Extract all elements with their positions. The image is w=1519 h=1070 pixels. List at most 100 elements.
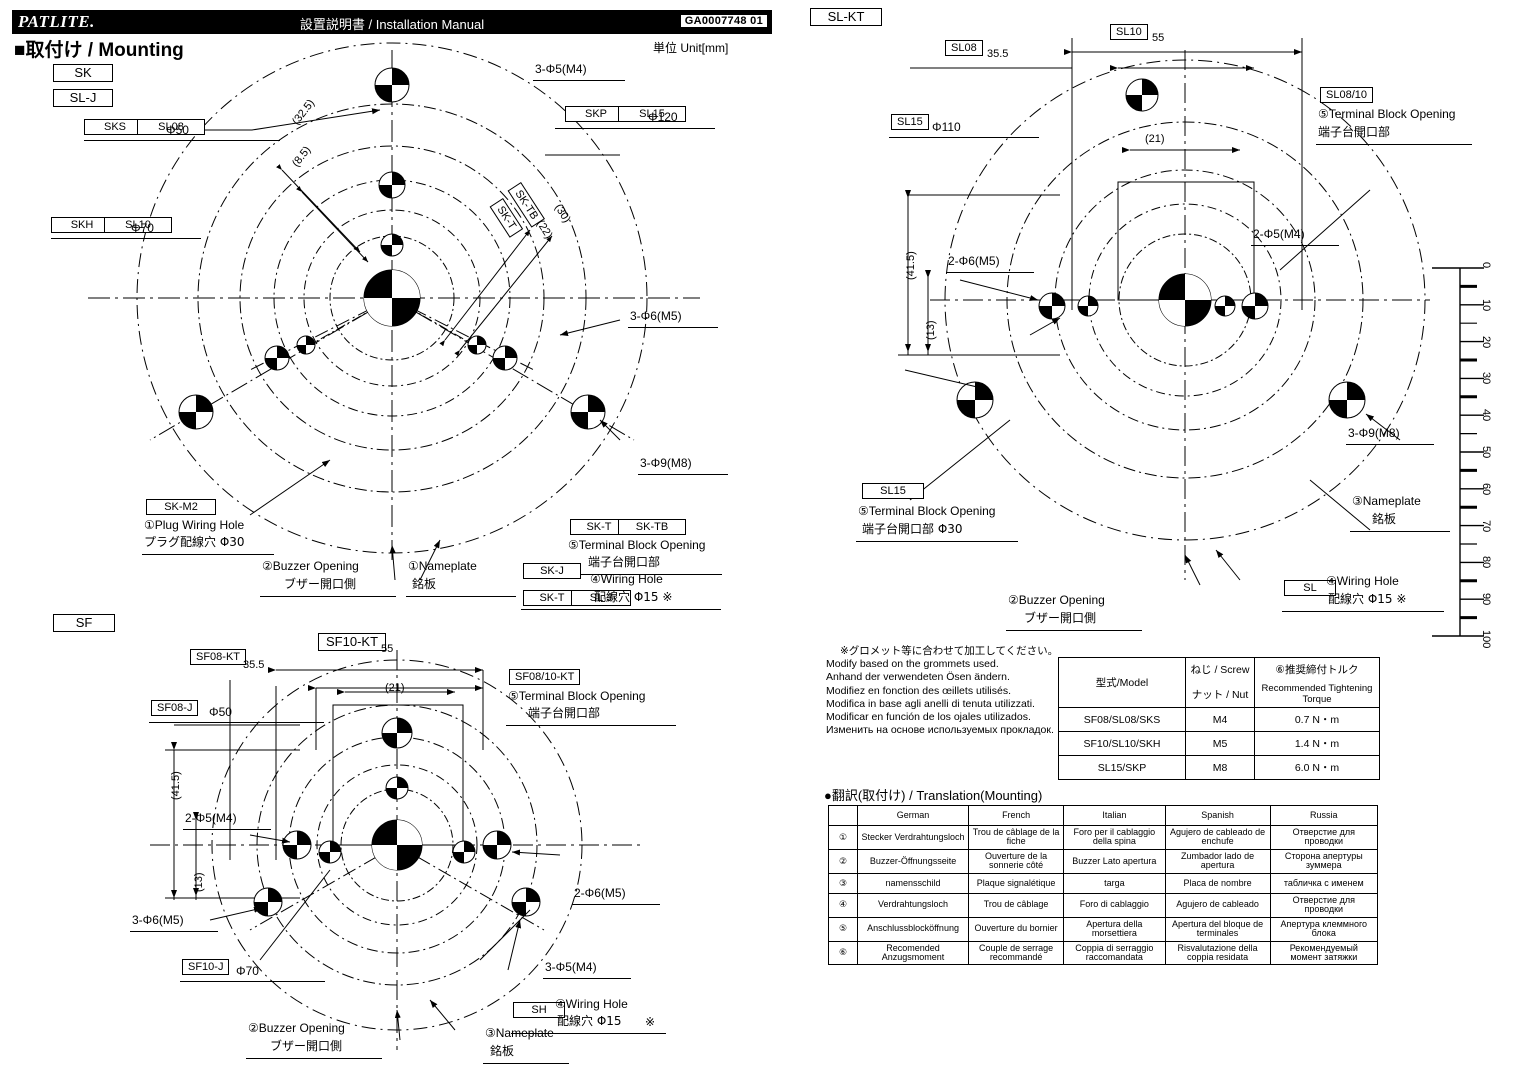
torque-cell-value: 1.4 N・m [1254, 731, 1380, 756]
grommet-note-line: Modificar en función de los ojales utili… [826, 711, 1031, 724]
tag-sk-t-3: SK-T [523, 590, 581, 607]
translation-table: German French Italian Spanish Russia ① Stecke… [828, 805, 1379, 966]
tag-sl08-klt: SL08 [945, 40, 983, 57]
tag-skp: SKP [565, 106, 627, 123]
translation-cell-index: ⑤ [828, 916, 858, 942]
callout-slkt-nameplate-jp: 銘板 [1372, 512, 1397, 526]
callout-terminal-block-jp: 端子台開口部 [588, 555, 661, 569]
translation-index-header [828, 805, 858, 826]
tag-sf08-j: SF08-J [151, 700, 199, 717]
ruler-label: 90 [1480, 593, 1492, 606]
callout-buzzer-opening-jp: ブザー開口側 [284, 577, 357, 591]
callout-plug-wiring-hole-en: ①Plug Wiring Hole [144, 518, 245, 532]
dim-slkt-21: (21) [1145, 133, 1165, 145]
callout-wiring-hole-jp: 配線穴 Φ15 ※ [594, 590, 673, 604]
translation-cell-index: ① [828, 825, 858, 850]
tag-sf10-j: SF10-J [182, 959, 230, 976]
translation-header-italian: Italian [1063, 805, 1166, 826]
callout-plug-wiring-hole-jp: プラグ配線穴 Φ30 [144, 535, 245, 549]
tag-sk-t-2: SK-T [570, 519, 628, 536]
tag-sl15-b: SL15 [862, 483, 924, 500]
dim-slkt-13: (13) [925, 320, 937, 340]
dim-sf-13: (13) [193, 872, 205, 892]
translation-title: ●翻訳(取付け) / Translation(Mounting) [824, 788, 1043, 803]
tag-sf10-kt: SF10-KT [318, 633, 387, 652]
torque-header-screw-2: ナット / Nut [1185, 681, 1255, 708]
callout-slkt-terminal-jp: 端子台開口部 [1318, 125, 1391, 139]
tag-sl15: SL15 [618, 106, 686, 123]
callout-slkt-buzzer-jp: ブザー開口側 [1024, 611, 1097, 625]
ruler-label: 100 [1480, 630, 1492, 649]
translation-cell-german: Anschlussblocköffnung [856, 916, 970, 942]
callout-slkt-terminal-en: ⑤Terminal Block Opening [1318, 107, 1456, 121]
dim-sf08-j-diameter: Φ50 [209, 705, 232, 719]
translation-cell-russian: Рекомендуемый момент затяжки [1269, 940, 1379, 966]
callout-sf-buzzer-en: ②Buzzer Opening [248, 1021, 345, 1035]
leader-underline-skp [555, 128, 715, 129]
torque-cell-model: SL15/SKP [1058, 755, 1186, 780]
tag-sl15-klt: SL15 [891, 114, 929, 131]
sf-center-symbol [371, 819, 423, 871]
grommet-note-jp: ※グロメット等に合わせて加工してください。 [840, 645, 1059, 657]
translation-cell-german: Buzzer-Öffnungsseite [856, 848, 970, 874]
torque-cell-model: SF10/SL10/SKH [1058, 731, 1186, 756]
header-bar: PATLITE. 設置説明書 / Installation Manual GA0… [12, 10, 772, 34]
tag-sf: SF [53, 614, 115, 633]
translation-cell-italian: Foro per il cablaggio della spina [1063, 825, 1166, 850]
tag-sl-j-2: SL-J [571, 590, 631, 607]
tag-sk-tb-2: SK-TB [618, 519, 686, 536]
unit-note: 単位 Unit[mm] [653, 41, 729, 55]
grommet-note-lines: Modify based on the grommets used. Anhand… [826, 658, 1061, 737]
callout-sf-nameplate-en: ③Nameplate [485, 1026, 554, 1040]
leader-underline-slkt-wiring [1282, 611, 1444, 612]
translation-cell-russian: Отверстие для проводки [1269, 892, 1379, 918]
leader-underline-sf-nameplate [483, 1063, 569, 1064]
center-quadrant-symbol [363, 269, 421, 327]
dim-sl15-diameter: Φ120 [648, 110, 678, 124]
translation-cell-french: Plaque signalétique [968, 872, 1065, 894]
translation-cell-russian: Отверстие для проводки [1269, 825, 1379, 850]
callout-sf-wiring-mark: ※ [645, 1015, 656, 1029]
translation-header-french: French [968, 805, 1065, 826]
ruler-label: 80 [1480, 556, 1492, 569]
hole-2-phi6-m5-slkt: 2-Φ6(M5) [948, 254, 1000, 268]
translation-cell-russian: Сторона апертуры зуммера [1269, 848, 1379, 874]
callout-slkt-nameplate-en: ③Nameplate [1352, 494, 1421, 508]
callout-wiring-hole-en: ④Wiring Hole [590, 572, 663, 586]
translation-cell-italian: Apertura della morsettiera [1063, 916, 1166, 942]
translation-cell-spanish: Risvalutazione della coppia residata [1164, 940, 1271, 966]
hole-3-phi6-m5-sf: 3-Φ6(M5) [132, 913, 184, 927]
dim-sf-41-5: (41.5) [170, 771, 182, 800]
grommet-note-line: Modify based on the grommets used. [826, 658, 999, 671]
leader-underline-m5 [628, 327, 718, 328]
ruler-label: 60 [1480, 482, 1492, 496]
callout-sf-wiring-jp: 配線穴 Φ15 [557, 1014, 622, 1028]
grommet-note-line: Изменить на основе используемых прокладо… [826, 724, 1054, 737]
translation-cell-italian: targa [1063, 872, 1166, 894]
translation-header-german: German [856, 805, 970, 826]
translation-header-spanish: Spanish [1164, 805, 1271, 826]
tag-sl08: SL08 [137, 119, 205, 136]
dim-slkt-41-5: (41.5) [905, 251, 917, 280]
leader-underline-buzzer [260, 596, 396, 597]
translation-cell-index: ④ [828, 892, 858, 918]
hole-3-phi5-m4-sf: 3-Φ5(M4) [545, 960, 597, 974]
dim-sl08-diameter: Φ50 [166, 123, 189, 137]
callout-sf-wiring-en: ④Wiring Hole [555, 997, 628, 1011]
leader-underline-slkt-buzzer [1006, 630, 1142, 631]
torque-cell-value: 0.7 N・m [1254, 707, 1380, 732]
torque-row: SF10/SL10/SKH M5 1.4 N・m [1058, 731, 1380, 756]
leader-underline-sf-m5-2 [572, 904, 660, 905]
leader-underline-slkt-nameplate [1350, 531, 1450, 532]
callout-nameplate-en: ①Nameplate [408, 559, 477, 573]
translation-cell-index: ⑥ [828, 940, 858, 966]
callout-buzzer-opening-en: ②Buzzer Opening [262, 559, 359, 573]
torque-table: 型式/Model ねじ / Screw ⑥推奨締付トルク ナット / Nut R… [1058, 657, 1380, 780]
leader-underline-sks [84, 140, 280, 141]
callout-nameplate-jp: 銘板 [412, 577, 437, 591]
translation-row: ② Buzzer-Öffnungsseite Ouverture de la son… [828, 848, 1379, 874]
slkt-center-symbol [1158, 273, 1212, 327]
tag-sl10: SL10 [104, 217, 172, 234]
translation-row: ⑥ Recomended Anzugsmoment Couple de serrag… [828, 940, 1379, 966]
